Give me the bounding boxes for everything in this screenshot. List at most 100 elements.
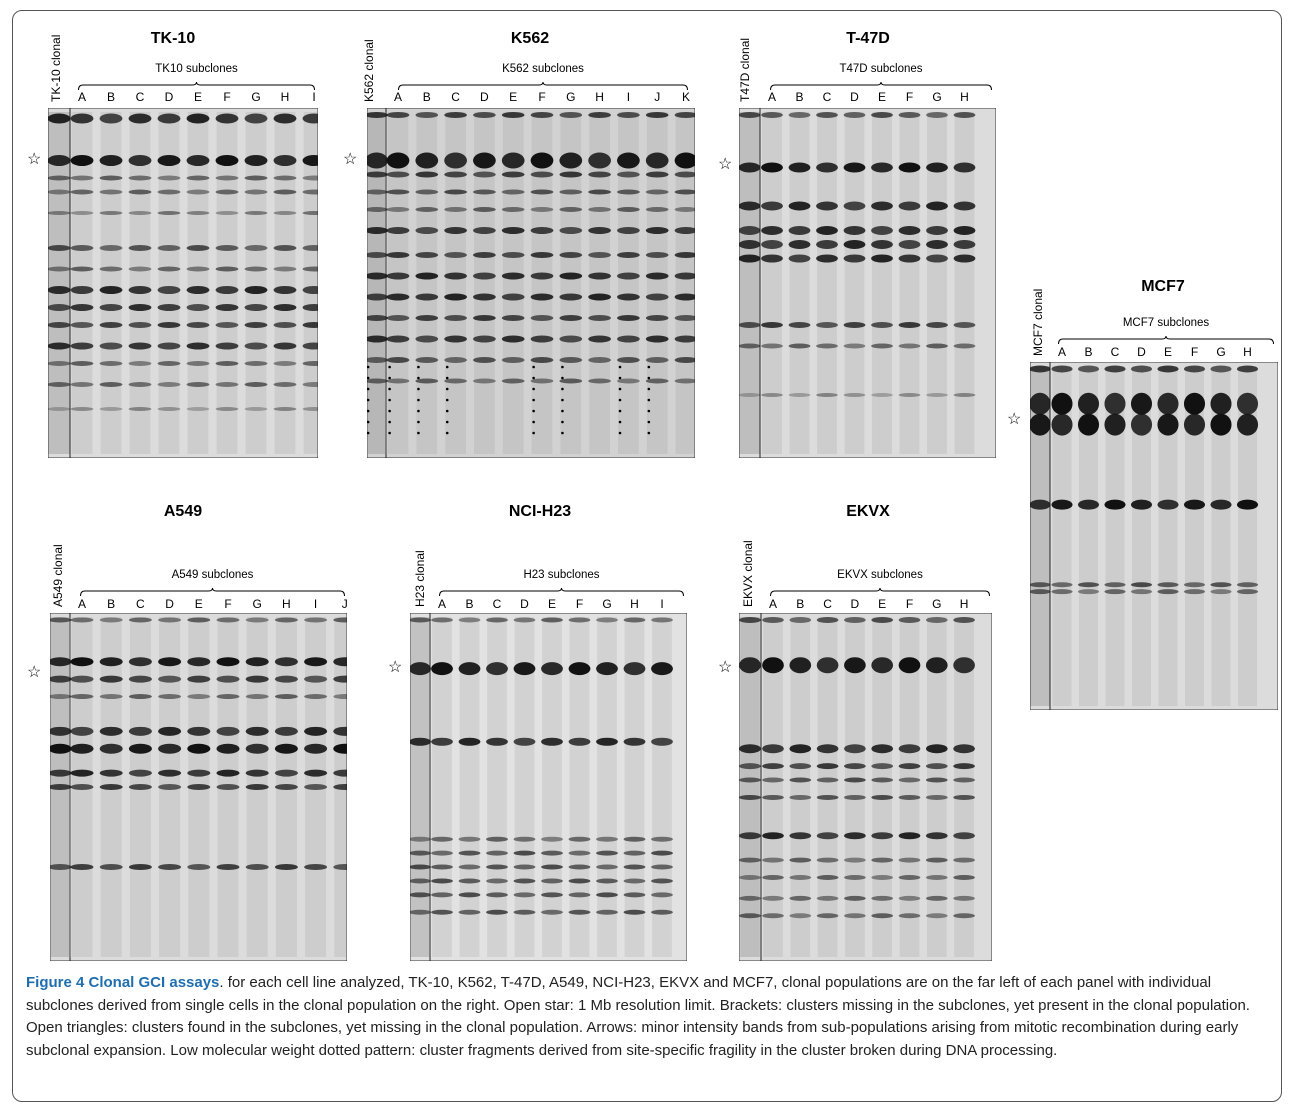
- lane-letter: D: [164, 90, 174, 104]
- lane-letter: F: [905, 597, 914, 611]
- gel-image: [739, 108, 996, 458]
- panel-title: A549: [163, 503, 203, 520]
- lane-letter: I: [626, 90, 631, 104]
- gel-image: [50, 613, 347, 961]
- clonal-lane-label: EKVX clonal: [741, 540, 755, 607]
- lane-letter: J: [341, 597, 348, 611]
- lane-letter: F: [905, 90, 914, 104]
- lane-letter: H: [1243, 345, 1252, 359]
- subclones-label: MCF7 subclones: [1122, 317, 1210, 329]
- lane-letter: D: [480, 90, 489, 104]
- figure-caption: Figure 4 Clonal GCI assays. for each cel…: [26, 972, 1276, 1062]
- lane-letter: B: [107, 597, 116, 611]
- lane-letter: E: [877, 90, 886, 104]
- resolution-limit-star-icon: ☆: [718, 659, 733, 676]
- resolution-limit-star-icon: ☆: [388, 659, 403, 676]
- subclones-label: A549 subclones: [171, 569, 254, 581]
- lane-letter: A: [1057, 345, 1066, 359]
- clonal-lane-label: H23 clonal: [413, 550, 427, 607]
- panel-title: K562: [510, 30, 550, 47]
- clonal-lane-label: TK-10 clonal: [49, 34, 63, 102]
- lane-letter: G: [566, 90, 576, 104]
- lane-letter: H: [959, 597, 969, 611]
- lane-letter: H: [595, 90, 604, 104]
- subclones-bracket: [80, 587, 345, 597]
- lane-letter: C: [135, 90, 145, 104]
- lane-letter: H: [630, 597, 639, 611]
- lane-letter: B: [1084, 345, 1093, 359]
- lane-letter: H: [280, 90, 290, 104]
- lane-letter: C: [451, 90, 460, 104]
- subclones-bracket: [770, 587, 990, 597]
- lane-letter: G: [602, 597, 612, 611]
- lane-letter: C: [136, 597, 145, 611]
- subclones-label: TK10 subclones: [155, 63, 238, 75]
- lane-letter: G: [932, 597, 942, 611]
- lane-letter: G: [252, 597, 262, 611]
- panel-title: TK-10: [150, 30, 196, 47]
- lane-letter: B: [795, 90, 804, 104]
- lane-letter: F: [223, 90, 231, 104]
- resolution-limit-star-icon: ☆: [718, 156, 733, 173]
- resolution-limit-star-icon: ☆: [27, 151, 42, 168]
- subclones-label: K562 subclones: [502, 63, 584, 75]
- lane-letter: A: [393, 90, 402, 104]
- clonal-lane-label: T47D clonal: [738, 37, 752, 102]
- lane-letter: E: [194, 597, 203, 611]
- lane-letter: D: [165, 597, 174, 611]
- panel-title: T-47D: [846, 30, 890, 47]
- resolution-limit-star-icon: ☆: [343, 151, 358, 168]
- gel-image: [367, 108, 695, 458]
- lane-letter: B: [422, 90, 431, 104]
- gel-image: [739, 613, 992, 961]
- clonal-lane-label: MCF7 clonal: [1031, 288, 1045, 356]
- lane-letter: K: [681, 90, 690, 104]
- lane-letter: G: [932, 90, 942, 104]
- lane-letter: I: [312, 90, 316, 104]
- lane-letter: F: [1190, 345, 1199, 359]
- resolution-limit-star-icon: ☆: [1007, 411, 1022, 428]
- lane-letter: E: [1163, 345, 1172, 359]
- subclones-label: H23 subclones: [523, 569, 600, 581]
- lane-letter: D: [850, 90, 859, 104]
- lane-letter: A: [77, 597, 86, 611]
- gel-image: [410, 613, 687, 961]
- lane-letter: G: [1216, 345, 1226, 359]
- subclones-bracket: [439, 587, 684, 597]
- lane-letter: C: [492, 597, 502, 611]
- lane-letter: D: [850, 597, 860, 611]
- subclones-bracket: [78, 81, 315, 91]
- clonal-lane-label: A549 clonal: [51, 544, 65, 607]
- lane-letter: I: [660, 597, 664, 611]
- lane-letter: B: [796, 597, 805, 611]
- lane-letter: H: [960, 90, 969, 104]
- lane-letter: D: [1137, 345, 1146, 359]
- lane-letter: C: [1110, 345, 1120, 359]
- lane-letter: A: [768, 597, 777, 611]
- resolution-limit-star-icon: ☆: [27, 664, 42, 681]
- gel-image: [48, 108, 318, 458]
- lane-letter: B: [106, 90, 115, 104]
- caption-title: Figure 4 Clonal GCI assays: [26, 974, 220, 991]
- subclones-label: EKVX subclones: [837, 569, 923, 581]
- lane-letter: G: [251, 90, 261, 104]
- subclones-bracket: [770, 81, 992, 91]
- panel-title: NCI-H23: [508, 503, 572, 520]
- lane-letter: J: [654, 90, 661, 104]
- lane-letter: A: [437, 597, 446, 611]
- lane-letter: E: [547, 597, 556, 611]
- lane-letter: F: [538, 90, 546, 104]
- subclones-bracket: [1058, 335, 1274, 345]
- panel-title: EKVX: [846, 503, 890, 520]
- lane-letter: H: [282, 597, 291, 611]
- lane-letter: D: [520, 597, 529, 611]
- lane-letter: C: [822, 90, 832, 104]
- lane-letter: F: [224, 597, 232, 611]
- lane-letter: C: [823, 597, 832, 611]
- lane-letter: F: [575, 597, 584, 611]
- subclones-bracket: [398, 81, 688, 91]
- lane-letter: A: [767, 90, 776, 104]
- lane-letter: I: [313, 597, 318, 611]
- subclones-label: T47D subclones: [839, 63, 923, 75]
- clonal-lane-label: K562 clonal: [362, 39, 376, 102]
